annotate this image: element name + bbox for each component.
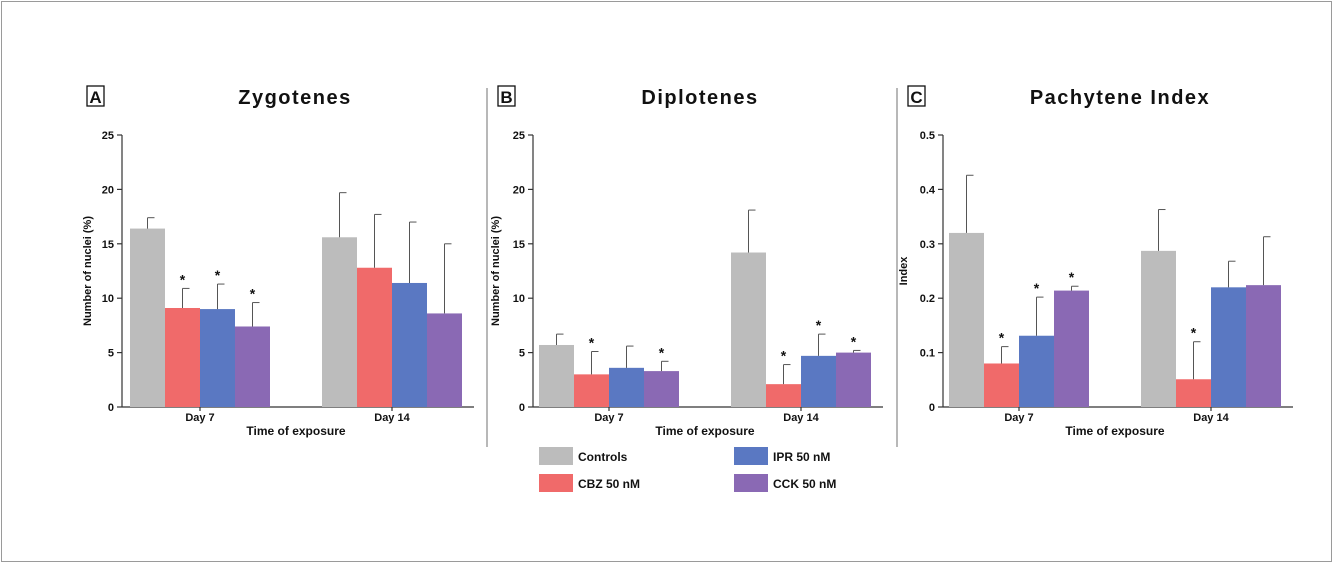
panel-title: Diplotenes (641, 87, 758, 109)
bar (165, 307, 200, 407)
y-tick-label: 0.4 (920, 184, 936, 196)
legend-swatch (539, 474, 573, 492)
significance-star: * (250, 286, 256, 302)
y-tick-label: 0 (519, 402, 525, 414)
x-tick-label: Day 7 (1004, 412, 1033, 424)
x-axis-label: Time of exposure (1065, 424, 1164, 438)
bar (427, 313, 462, 407)
panel-letter: B (500, 88, 512, 107)
panel-a: A Zygotenes 0 5 10 15 20 25 Number of nuclei (%)… (82, 85, 474, 438)
significance-star: * (781, 348, 787, 364)
y-axis-label: Number of nuclei (%) (82, 216, 94, 326)
bar (731, 252, 766, 407)
y-tick-label: 25 (513, 130, 525, 142)
significance-star: * (816, 317, 822, 333)
panel-letter: C (910, 88, 922, 107)
significance-star: * (999, 330, 1005, 346)
bar (1176, 379, 1211, 407)
x-tick-label: Day 14 (1193, 412, 1229, 424)
y-tick-label: 5 (108, 348, 114, 360)
x-tick-label: Day 14 (783, 412, 819, 424)
significance-star: * (1069, 269, 1075, 285)
y-tick-label: 0 (929, 402, 935, 414)
bar (200, 309, 235, 407)
bar (1246, 285, 1281, 407)
significance-star: * (215, 267, 221, 283)
panel-title: Zygotenes (238, 87, 352, 109)
panel-letter: A (89, 88, 101, 107)
bar (574, 374, 609, 407)
y-tick-label: 0.3 (920, 239, 935, 251)
bar (1019, 335, 1054, 407)
y-tick-label: 20 (102, 184, 114, 196)
significance-star: * (659, 344, 665, 360)
y-tick-label: 0 (108, 402, 114, 414)
y-tick-label: 0.2 (920, 293, 935, 305)
bar (322, 237, 357, 407)
bar (1141, 250, 1176, 407)
y-tick-label: 10 (102, 293, 114, 305)
legend-label: CCK 50 nM (773, 477, 836, 491)
bar (609, 367, 644, 407)
bar (235, 326, 270, 407)
bar (766, 384, 801, 407)
y-tick-label: 20 (513, 184, 525, 196)
panel-c: C Pachytene Index 0 0.1 0.2 0.3 0.4 0.5 Index * * *… (898, 85, 1293, 438)
panel-title: Pachytene Index (1030, 87, 1210, 109)
bar (644, 371, 679, 407)
panel-letter-box (86, 85, 105, 107)
legend-swatch (734, 447, 768, 465)
y-tick-label: 10 (513, 293, 525, 305)
bar (1211, 287, 1246, 407)
legend-label: IPR 50 nM (773, 450, 830, 464)
x-axis-label: Time of exposure (246, 424, 345, 438)
significance-star: * (1191, 325, 1197, 341)
bar (539, 344, 574, 407)
bar (949, 232, 984, 407)
legend-label: CBZ 50 nM (578, 477, 640, 491)
significance-star: * (851, 333, 857, 349)
bar (836, 352, 871, 407)
bar (357, 267, 392, 407)
bar (984, 363, 1019, 407)
legend-swatch (539, 447, 573, 465)
legend-label: Controls (578, 450, 628, 464)
y-tick-label: 25 (102, 130, 114, 142)
y-tick-label: 5 (519, 348, 525, 360)
legend-swatch (734, 474, 768, 492)
bar (392, 282, 427, 407)
x-tick-label: Day 14 (374, 412, 410, 424)
bar (801, 355, 836, 407)
significance-star: * (1034, 280, 1040, 296)
panel-letter-box (907, 85, 926, 107)
bar (130, 228, 165, 407)
y-axis-label: Index (898, 256, 910, 286)
x-tick-label: Day 7 (594, 412, 623, 424)
legend: Controls IPR 50 nM CBZ 50 nM CCK 50 nM (539, 447, 836, 492)
y-tick-label: 15 (102, 239, 114, 251)
y-tick-label: 15 (513, 239, 525, 251)
x-axis-label: Time of exposure (655, 424, 754, 438)
y-tick-label: 0.1 (920, 348, 935, 360)
significance-star: * (589, 335, 595, 351)
panel-letter-box (497, 85, 516, 107)
y-axis-label: Number of nuclei (%) (490, 216, 502, 326)
y-tick-label: 0.5 (920, 130, 935, 142)
x-tick-label: Day 7 (185, 412, 214, 424)
significance-star: * (180, 271, 186, 287)
panel-b: B Diplotenes 0 5 10 15 20 25 Number of nuclei (%… (490, 85, 883, 438)
bar (1054, 290, 1089, 407)
